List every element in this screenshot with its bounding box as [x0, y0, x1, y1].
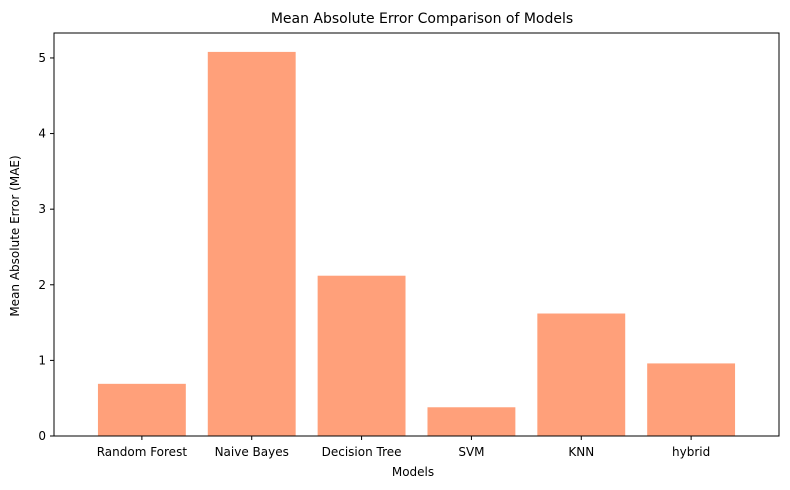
y-tick-label: 3	[38, 202, 46, 216]
bar-naive-bayes	[207, 51, 296, 437]
x-tick-label: KNN	[568, 445, 594, 459]
y-axis-label: Mean Absolute Error (MAE)	[8, 155, 22, 316]
y-tick-label: 0	[38, 429, 46, 443]
bar-knn	[537, 313, 626, 436]
x-tick-label: hybrid	[672, 445, 710, 459]
x-axis-label: Models	[392, 465, 434, 479]
x-axis-ticks: Random Forest Naive Bayes Decision Tree SVM…	[97, 436, 710, 459]
chart-title: Mean Absolute Error Comparison of Models	[271, 11, 573, 27]
y-tick-label: 2	[38, 278, 46, 292]
bar-hybrid	[647, 363, 736, 436]
x-tick-label: SVM	[458, 445, 484, 459]
plot-area-frame	[53, 32, 780, 437]
y-axis-ticks: 0 1 2 3 4 5	[38, 51, 54, 443]
bars-group	[97, 51, 736, 437]
bar-svm	[427, 407, 516, 436]
y-tick-label: 4	[38, 127, 46, 141]
bar-random-forest	[97, 383, 186, 436]
x-tick-label: Naive Bayes	[215, 445, 289, 459]
x-tick-label: Random Forest	[97, 445, 188, 459]
y-tick-label: 1	[38, 353, 46, 367]
x-tick-label: Decision Tree	[322, 445, 402, 459]
bar-decision-tree	[317, 275, 406, 436]
y-tick-label: 5	[38, 51, 46, 65]
